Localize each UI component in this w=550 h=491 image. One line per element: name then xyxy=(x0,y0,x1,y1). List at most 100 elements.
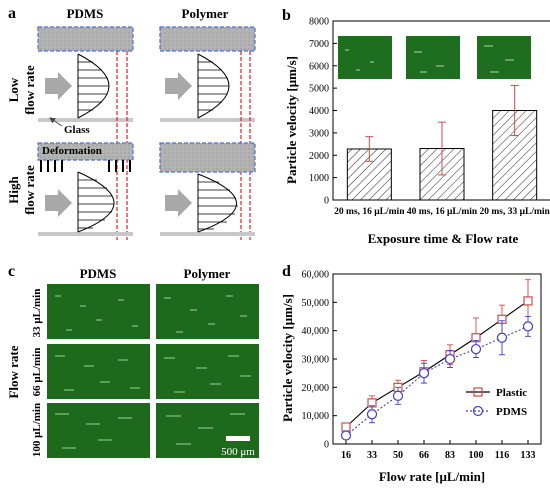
chart-d-point xyxy=(392,390,404,401)
micrograph-pdms-66 xyxy=(47,344,150,399)
chart-d-xtick-label: 133 xyxy=(521,450,536,461)
panel-a: a PDMS Polymer Low flow rate High flow r… xyxy=(6,5,256,240)
micrograph-inset xyxy=(477,36,531,79)
panel-c-row-label: 100 μL/min xyxy=(31,403,43,457)
chart-b-xtick-label: 40 ms, 16 μL/min xyxy=(407,207,478,217)
panel-c-side-label: Flow rate xyxy=(6,345,21,398)
chart-b-xaxis: 20 ms, 16 μL/min 40 ms, 16 μL/min 20 ms, 3… xyxy=(334,207,550,217)
chart-d-xtick-label: 100 xyxy=(469,450,484,461)
panel-b-letter: b xyxy=(282,7,291,24)
micrograph-inset xyxy=(338,36,392,79)
legend-marker-square-icon xyxy=(473,387,483,397)
micrograph-polymer-66 xyxy=(156,344,259,399)
chart-d-xaxis: 16 33 50 66 83 100 116 133 xyxy=(341,440,536,461)
svg-text:Low: Low xyxy=(6,77,21,102)
micrograph-grid: 500 μm xyxy=(47,284,259,458)
chart-d-ytick-label: 50,000 xyxy=(302,298,330,309)
chart-d-point xyxy=(470,343,482,355)
panel-a-col-polymer: Polymer xyxy=(182,6,229,21)
chart-d-ylabel: Particle velocity [μm/s] xyxy=(280,294,295,422)
deformation-label: Deformation xyxy=(42,145,102,157)
panel-d-letter: d xyxy=(282,263,291,280)
panel-c-col-polymer: Polymer xyxy=(184,266,231,281)
chart-d-xtick-label: 116 xyxy=(495,450,509,461)
chart-d-ytick-label: 0 xyxy=(324,440,329,451)
chart-d-point xyxy=(523,296,533,306)
svg-text:flow rate: flow rate xyxy=(22,65,37,115)
chart-d-point xyxy=(444,353,456,365)
chart-d-xtick-label: 50 xyxy=(393,450,403,461)
chart-b-ytick-label: 0 xyxy=(324,196,329,207)
flow-arrow-icon xyxy=(45,72,72,100)
chart-b-ytick-label: 7000 xyxy=(309,39,329,50)
panel-b: b Particle velocity [μm/s] Exposure time… xyxy=(282,7,550,246)
chart-b-ytick-label: 5000 xyxy=(309,84,329,95)
svg-text:flow rate: flow rate xyxy=(22,165,37,215)
micrograph-pdms-33 xyxy=(47,284,150,339)
chart-b-xlabel: Exposure time & Flow rate xyxy=(368,231,519,246)
chart-d-point xyxy=(496,332,508,343)
micrograph-pdms-100 xyxy=(47,403,150,458)
diagram-low-polymer xyxy=(159,26,256,240)
pdms-wall-block xyxy=(37,26,134,52)
chart-b-xtick-label: 20 ms, 33 μL/min xyxy=(480,207,550,217)
chart-d-xtick-label: 16 xyxy=(341,450,351,461)
chart-b-yaxis: 0 1000 2000 3000 4000 5000 6000 7000 8000 xyxy=(309,17,337,207)
chart-d-ytick-label: 40,000 xyxy=(302,326,330,337)
svg-text:High: High xyxy=(6,176,21,204)
chart-b-ylabel: Particle velocity [μm/s] xyxy=(284,56,299,184)
micrograph-inset xyxy=(406,36,460,79)
row-label-high: High flow rate xyxy=(6,165,37,215)
glass-bottom xyxy=(38,232,133,236)
micrograph-polymer-33 xyxy=(156,284,259,339)
chart-d-ytick-label: 30,000 xyxy=(302,355,330,366)
chart-d-xtick-label: 66 xyxy=(419,450,429,461)
chart-d-ytick-label: 60,000 xyxy=(302,270,330,281)
chart-d-point xyxy=(366,409,378,420)
flow-arrow-icon xyxy=(165,189,192,217)
row-label-low: Low flow rate xyxy=(6,65,37,115)
chart-d-yaxis: 0 10,000 20,000 30,000 40,000 50,000 60,000 xyxy=(302,270,337,451)
panel-c-letter: c xyxy=(8,263,15,280)
diagram-low-pdms: Glass xyxy=(37,26,134,240)
chart-d-xlabel: Flow rate [μL/min] xyxy=(379,469,485,484)
chart-d-legend: Plastic PDMS xyxy=(466,387,527,418)
polymer-wall-block xyxy=(159,142,256,173)
panel-c-row-label: 66 μL/min xyxy=(31,348,43,397)
panel-c-col-pdms: PDMS xyxy=(80,266,117,281)
chart-d-point xyxy=(418,368,430,379)
panel-a-col-pdms: PDMS xyxy=(67,6,104,21)
chart-b-ytick-label: 2000 xyxy=(309,151,329,162)
chart-b-ytick-label: 3000 xyxy=(309,128,329,139)
chart-d-point xyxy=(340,430,352,441)
panel-d: d Particle velocity [μm/s] Flow rate [μL… xyxy=(280,263,542,484)
legend-marker-circle-icon xyxy=(472,405,484,417)
flow-arrow-icon xyxy=(45,189,72,217)
glass-bottom xyxy=(160,232,255,236)
chart-d-point xyxy=(522,321,534,332)
scale-bar-label: 500 μm xyxy=(221,446,255,458)
pdms-wall-block-deformed xyxy=(37,142,134,161)
chart-b-ytick-label: 6000 xyxy=(309,61,329,72)
chart-d-xtick-label: 83 xyxy=(445,450,455,461)
glass-bottom xyxy=(160,118,255,122)
chart-b-ytick-label: 4000 xyxy=(309,106,329,117)
chart-d-ytick-label: 10,000 xyxy=(302,411,330,422)
chart-b-xtick-label: 20 ms, 16 μL/min xyxy=(334,207,405,217)
flow-arrow-icon xyxy=(165,72,192,100)
diagram-high-pdms: Deformation xyxy=(37,142,134,236)
chart-b-bars xyxy=(346,84,538,201)
chart-b-micrograph-insets xyxy=(338,36,531,79)
chart-b-ytick-label: 1000 xyxy=(309,173,329,184)
chart-d-ytick-label: 20,000 xyxy=(302,383,330,394)
panel-a-letter: a xyxy=(8,5,16,22)
chart-d-point xyxy=(341,422,351,432)
velocity-profile xyxy=(197,173,237,233)
deformation-arrows-icon xyxy=(40,160,131,172)
glass-pointer xyxy=(49,117,63,127)
micrograph-polymer-100 xyxy=(156,403,259,458)
chart-d-series xyxy=(340,279,534,441)
polymer-wall-block xyxy=(159,26,256,52)
scale-bar xyxy=(226,436,250,441)
